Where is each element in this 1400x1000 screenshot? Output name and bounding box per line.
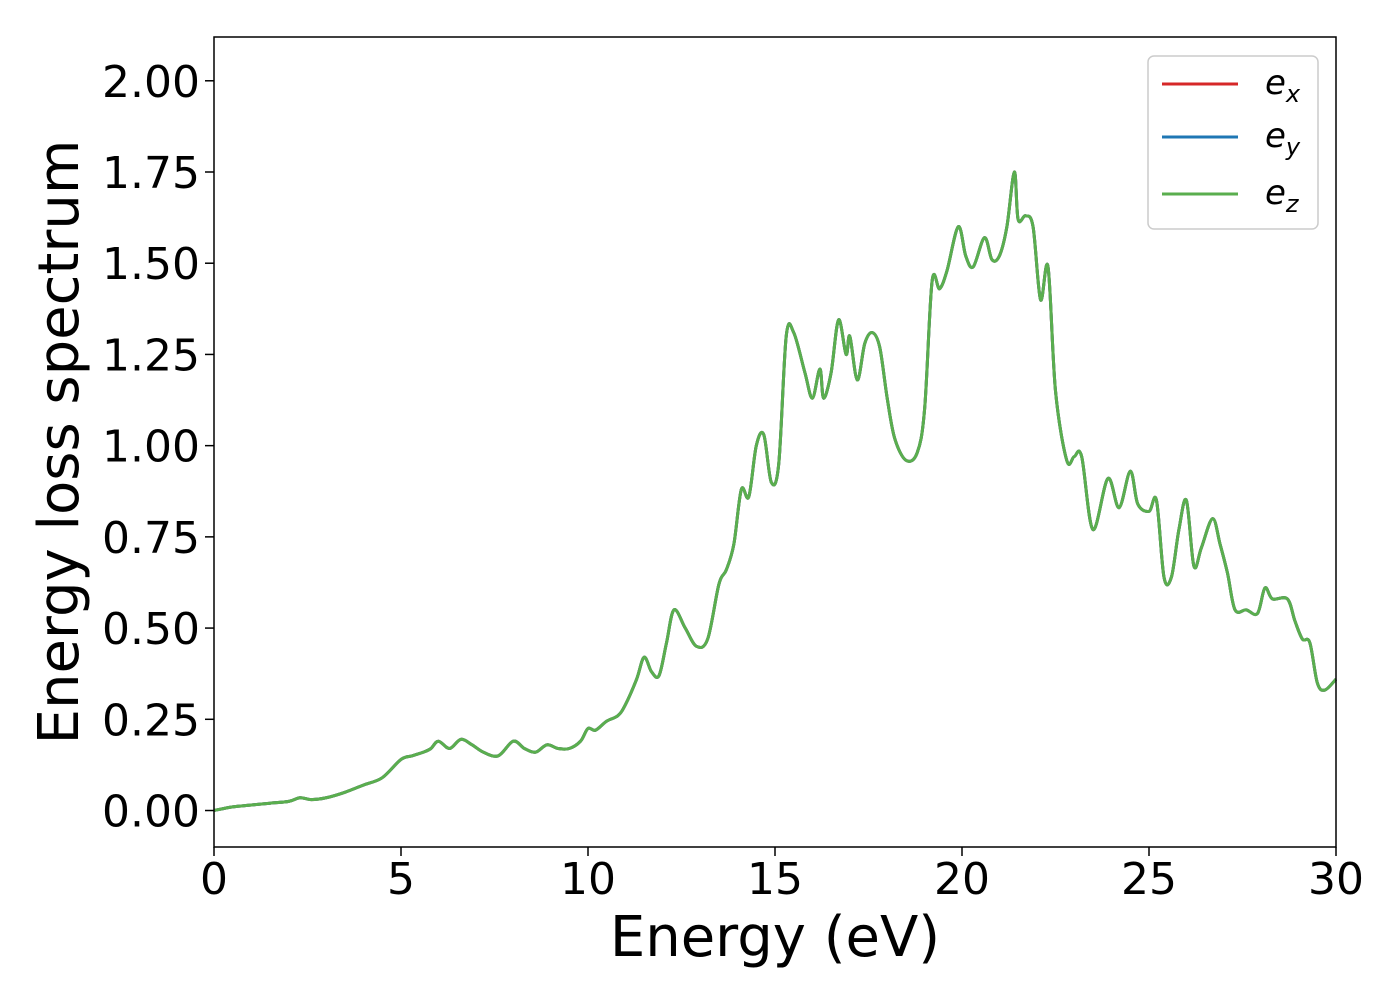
y-tick-label: 0.75 — [102, 513, 200, 564]
y-tick-label: 1.25 — [102, 330, 200, 381]
y-tick-label: 0.50 — [102, 604, 200, 655]
y-tick-label: 2.00 — [102, 57, 200, 108]
x-tick-label: 10 — [560, 854, 616, 905]
y-tick-label: 1.00 — [102, 422, 200, 473]
series-line-e-y — [213, 170, 1338, 812]
x-tick-label: 5 — [387, 854, 415, 905]
series-line-e-z — [213, 170, 1338, 812]
series-layer — [213, 170, 1338, 812]
x-axis: 0 5 10 15 20 25 30 — [200, 847, 1364, 905]
legend-box — [1147, 55, 1319, 230]
y-tick-label: 1.75 — [102, 148, 200, 199]
y-axis-label: Energy loss spectrum — [27, 140, 92, 745]
x-tick-label: 20 — [934, 854, 990, 905]
x-axis-label: Energy (eV) — [610, 905, 940, 970]
x-tick-label: 15 — [747, 854, 803, 905]
series-line-e-x — [213, 170, 1338, 812]
x-tick-label: 0 — [200, 854, 228, 905]
y-tick-label: 0.00 — [102, 787, 200, 838]
x-tick-label: 25 — [1121, 854, 1177, 905]
y-tick-label: 0.25 — [102, 695, 200, 746]
x-tick-label: 30 — [1308, 854, 1364, 905]
y-axis: 0.00 0.25 0.50 0.75 1.00 1.25 1.50 1.75 2.00 — [102, 57, 214, 838]
y-tick-label: 1.50 — [102, 239, 200, 290]
